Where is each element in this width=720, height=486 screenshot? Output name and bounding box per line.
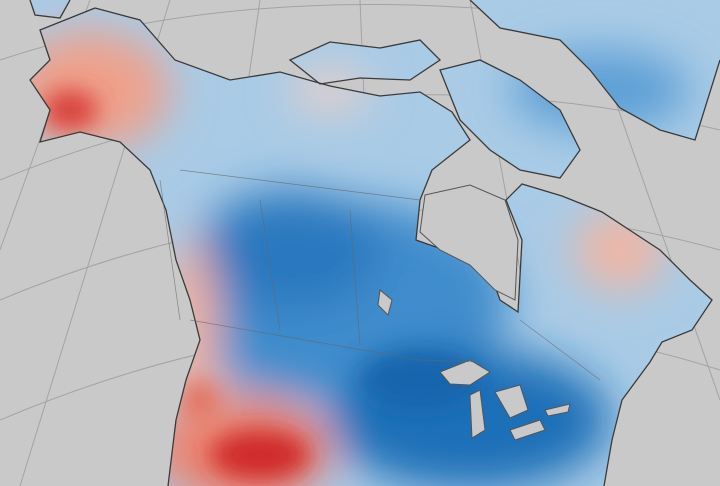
great-lake — [469, 389, 486, 439]
cold-anomaly — [200, 190, 380, 310]
island-outline — [29, 0, 71, 19]
border-line — [259, 199, 281, 331]
warm-anomaly — [210, 430, 310, 480]
great-lake — [544, 403, 571, 417]
warm-anomaly — [42, 90, 98, 130]
hudson-bay — [419, 184, 519, 301]
warm-anomaly — [182, 380, 218, 420]
borders — [159, 169, 601, 381]
great-lake — [494, 384, 529, 419]
border-line — [519, 319, 601, 381]
greenland-outline — [469, 0, 720, 141]
coastline — [29, 0, 720, 486]
great-lake — [439, 359, 491, 386]
border-line — [189, 319, 481, 363]
strong-anomaly — [42, 90, 480, 480]
lake — [377, 289, 393, 316]
cold-anomaly — [360, 350, 480, 410]
island-outline — [439, 59, 581, 179]
great-lake — [509, 419, 546, 441]
island-outline — [288, 39, 442, 85]
border-line — [159, 179, 181, 321]
border-line — [349, 209, 361, 346]
water-bodies — [377, 184, 571, 441]
continent-outline — [29, 7, 713, 486]
border-line — [179, 169, 421, 201]
